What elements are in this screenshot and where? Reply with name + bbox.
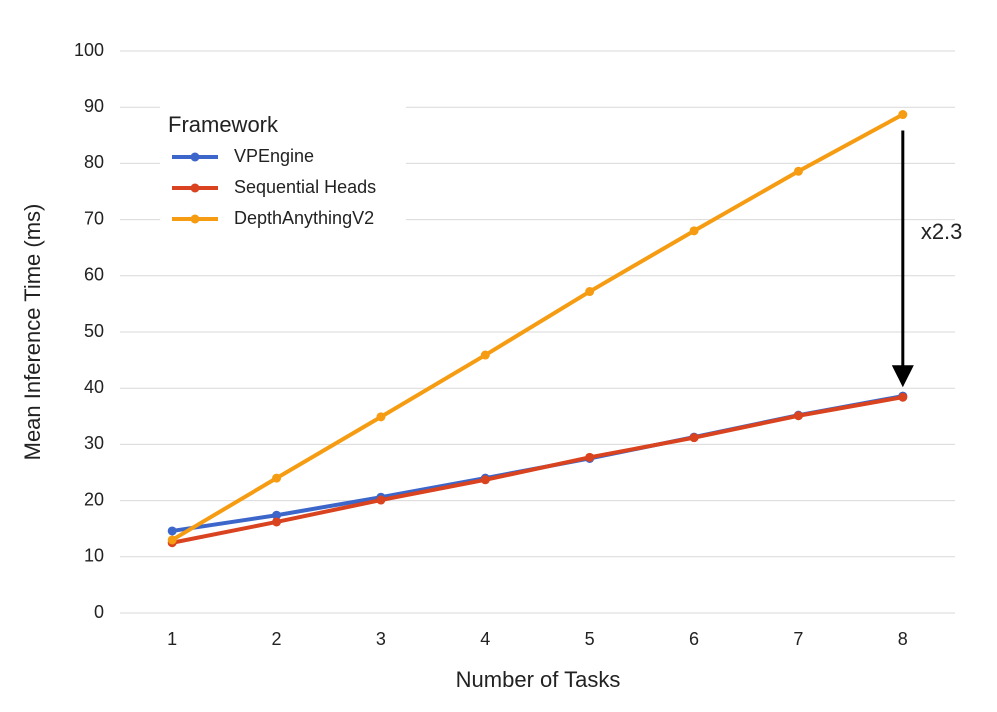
data-point	[272, 517, 282, 527]
data-point	[793, 166, 803, 176]
annotation: x2.3	[921, 219, 963, 244]
x-tick-label: 7	[793, 629, 803, 649]
legend-label: Sequential Heads	[234, 177, 376, 197]
data-point	[376, 495, 386, 505]
legend-marker	[190, 152, 200, 162]
series-line	[171, 112, 904, 542]
legend-label: VPEngine	[234, 146, 314, 166]
y-tick-label: 50	[84, 321, 104, 341]
data-point	[480, 350, 490, 360]
data-point	[689, 433, 699, 443]
x-tick-label: 5	[585, 629, 595, 649]
annotation-arrowhead	[891, 365, 914, 388]
x-axis-label: Number of Tasks	[456, 667, 621, 692]
data-point	[272, 510, 282, 520]
y-tick-label: 10	[84, 546, 104, 566]
legend-marker	[190, 183, 200, 193]
x-tick-label: 1	[167, 629, 177, 649]
data-point	[793, 411, 803, 421]
legend-marker	[190, 214, 200, 224]
y-tick-label: 0	[94, 602, 104, 622]
legend: Framework VPEngine Sequential Heads DepthAn…	[160, 103, 406, 243]
data-point	[585, 287, 595, 297]
data-point	[689, 226, 699, 236]
data-point	[376, 412, 386, 422]
data-point	[167, 526, 177, 536]
y-tick-label: 60	[84, 265, 104, 285]
x-tick-label: 2	[272, 629, 282, 649]
y-tick-label: 40	[84, 377, 104, 397]
y-tick-label: 90	[84, 96, 104, 116]
data-point	[480, 475, 490, 485]
y-tick-label: 30	[84, 433, 104, 453]
x-tick-label: 4	[480, 629, 490, 649]
series-line	[171, 395, 904, 545]
x-tick-label: 8	[898, 629, 908, 649]
y-axis-label: Mean Inference Time (ms)	[20, 204, 45, 461]
x-tick-label: 3	[376, 629, 386, 649]
data-point	[585, 452, 595, 462]
y-tick-label: 20	[84, 489, 104, 509]
legend-label: DepthAnythingV2	[234, 208, 374, 228]
y-tick-label: 70	[84, 208, 104, 228]
data-point	[167, 535, 177, 545]
legend-title: Framework	[168, 112, 279, 137]
y-tick-label: 100	[74, 40, 104, 60]
data-point	[898, 110, 908, 120]
data-point	[272, 473, 282, 483]
y-tick-label: 80	[84, 152, 104, 172]
x-tick-label: 6	[689, 629, 699, 649]
data-point	[898, 392, 908, 402]
